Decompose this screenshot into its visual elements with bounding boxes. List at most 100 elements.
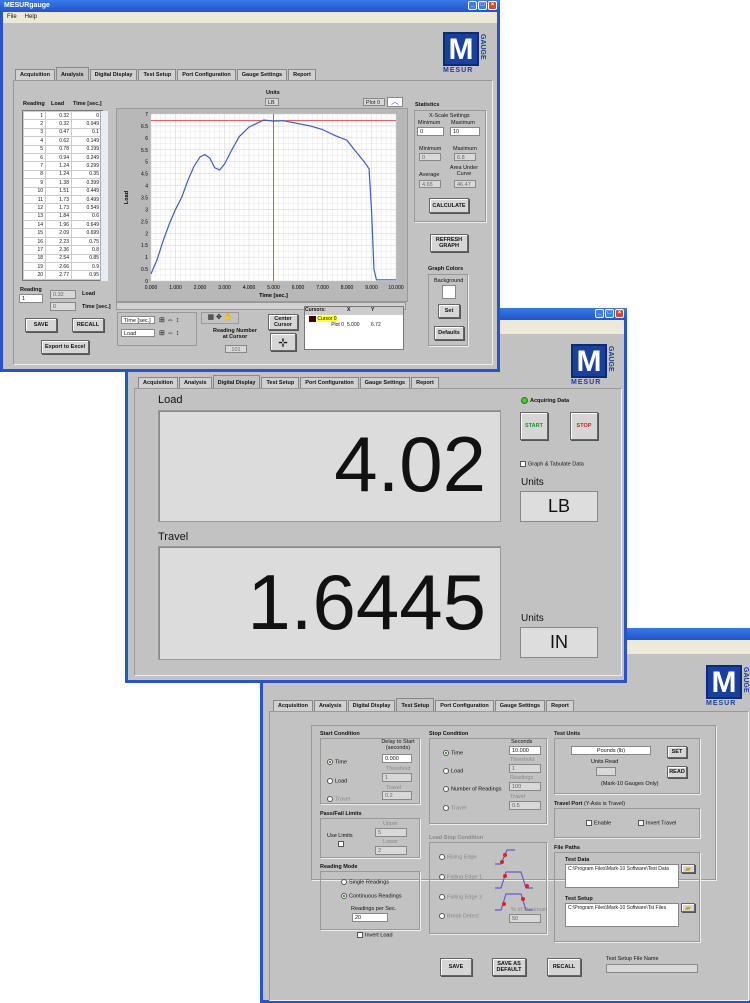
tab-digital-display[interactable]: Digital Display	[89, 69, 138, 80]
scale-format-icons[interactable]: ⊞ ⇔ ↕	[159, 317, 180, 324]
save-as-default-button[interactable]: SAVE AS DEFAULT	[492, 958, 526, 976]
loadstop-radio-falling2[interactable]: Falling Edge 2	[439, 894, 482, 900]
save-button[interactable]: SAVE	[25, 318, 57, 332]
tab-report[interactable]: Report	[546, 700, 574, 711]
tab-port-configuration[interactable]: Port Configuration	[435, 700, 494, 711]
table-row[interactable]: 17 2.36 0.8	[23, 245, 102, 255]
cursor-color-swatch[interactable]	[309, 316, 316, 322]
start-radio-travel[interactable]: Travel	[327, 796, 350, 802]
menu-help[interactable]: Help	[24, 14, 38, 20]
table-row[interactable]: 12 1.73 0.549	[23, 203, 102, 213]
tab-analysis[interactable]: Analysis	[178, 377, 212, 388]
tab-report[interactable]: Report	[411, 377, 439, 388]
plot-legend[interactable]: Plot 0	[363, 98, 385, 106]
tab-test-setup[interactable]: Test Setup	[261, 377, 300, 388]
table-row[interactable]: 6 0.94 0.249	[23, 152, 102, 163]
maximize-button[interactable]: □	[478, 1, 487, 10]
tab-test-setup[interactable]: Test Setup	[138, 69, 177, 80]
calculate-button[interactable]: CALCULATE	[429, 198, 469, 213]
upper-stepper[interactable]: 5	[375, 828, 407, 837]
save-setup-button[interactable]: SAVE	[440, 958, 472, 976]
delay-stepper[interactable]: 0.000	[382, 754, 412, 763]
readings-stepper[interactable]: 100	[509, 782, 541, 791]
stop-radio-load[interactable]: Load	[443, 768, 463, 774]
table-row[interactable]: 7 1.24 0.299	[23, 161, 102, 171]
invert-travel-checkbox[interactable]: Invert Travel	[638, 820, 676, 826]
start-radio-time[interactable]: Time	[327, 759, 347, 765]
table-row[interactable]: 4 0.62 0.149	[23, 136, 102, 146]
recall-button[interactable]: RECALL	[72, 318, 104, 332]
tab-test-setup[interactable]: Test Setup	[396, 698, 435, 711]
stop-radio-readings[interactable]: Number of Readings	[443, 786, 501, 792]
stop-radio-travel[interactable]: Travel	[443, 805, 466, 811]
graph-palette-tools[interactable]: ▦ ✥ ✋	[201, 312, 239, 324]
graph-scrollbar[interactable]	[116, 302, 406, 310]
test-setup-path[interactable]: C:\Program Files\Mark-10 Software\Tst Fi…	[565, 903, 679, 927]
folder-icon[interactable]: ▰	[681, 864, 695, 873]
graph-tabulate-checkbox[interactable]: Graph & Tabulate Data	[520, 461, 584, 467]
table-row[interactable]: 18 2.54 0.85	[23, 253, 102, 264]
tab-digital-display[interactable]: Digital Display	[212, 375, 261, 388]
recall-setup-button[interactable]: RECALL	[547, 958, 581, 976]
start-travel-stepper[interactable]: 0.2	[382, 791, 412, 800]
tab-acquisition[interactable]: Acquisition	[15, 69, 55, 80]
start-button[interactable]: START	[520, 412, 548, 440]
use-limits-checkbox[interactable]	[338, 841, 344, 847]
tab-gauge-settings[interactable]: Gauge Settings	[359, 377, 411, 388]
loadstop-radio-rising[interactable]: Rising Edge	[439, 854, 477, 860]
tab-gauge-settings[interactable]: Gauge Settings	[236, 69, 288, 80]
xmin-stepper[interactable]: 0	[417, 127, 444, 136]
seconds-stepper[interactable]: 10.000	[509, 746, 541, 755]
table-row[interactable]: 5 0.78 0.199	[23, 144, 102, 154]
tab-digital-display[interactable]: Digital Display	[347, 700, 396, 711]
tab-acquisition[interactable]: Acquisition	[138, 377, 178, 388]
units-read-button[interactable]: READ	[667, 766, 687, 778]
xmax-stepper[interactable]: 10	[450, 127, 480, 136]
scale-format-icons[interactable]: ⊞ ⇔ ↕	[159, 330, 180, 337]
stop-travel-stepper[interactable]: 0.5	[509, 801, 541, 810]
table-row[interactable]: 10 1.51 0.449	[23, 186, 102, 196]
table-scrollbar[interactable]	[100, 111, 108, 281]
tab-port-configuration[interactable]: Port Configuration	[177, 69, 236, 80]
stop-threshold-stepper[interactable]: 1	[509, 764, 541, 773]
minimize-button[interactable]: _	[595, 309, 604, 318]
close-button[interactable]: ×	[615, 309, 624, 318]
table-row[interactable]: 13 1.84 0.6	[23, 211, 102, 222]
mode-radio-continuous[interactable]: Continuous Readings	[341, 893, 402, 899]
tab-gauge-settings[interactable]: Gauge Settings	[494, 700, 546, 711]
loadstop-radio-break[interactable]: Break Detect	[439, 913, 479, 919]
tab-analysis[interactable]: Analysis	[313, 700, 347, 711]
table-row[interactable]: 8 1.24 0.35	[23, 169, 102, 180]
table-row[interactable]: 1 0.32 0	[23, 110, 102, 121]
table-row[interactable]: 19 2.66 0.9	[23, 262, 102, 272]
loadstop-radio-falling1[interactable]: Falling Edge 1	[439, 874, 482, 880]
test-data-path[interactable]: C:\Program Files\Mark-10 Software\Test D…	[565, 864, 679, 888]
table-row[interactable]: 2 0.32 0.049	[23, 119, 102, 129]
plot-line-style-icon[interactable]: ︿	[387, 97, 403, 107]
load-time-chart[interactable]: 0.000 1.000 2.000 3.000 4.000 5.000 6.000 7.000…	[116, 108, 408, 302]
table-row[interactable]: 9 1.38 0.399	[23, 178, 102, 188]
close-button[interactable]: ×	[488, 1, 497, 10]
tab-report[interactable]: Report	[288, 69, 316, 80]
reading-stepper[interactable]: 1	[19, 294, 43, 303]
table-row[interactable]: 3 0.47 0.1	[23, 127, 102, 138]
table-row[interactable]: 15 2.09 0.699	[23, 228, 102, 238]
table-row[interactable]: 14 1.96 0.649	[23, 220, 102, 230]
cursor-name[interactable]: Cursor 0	[317, 316, 337, 323]
minimize-button[interactable]: _	[468, 1, 477, 10]
table-row[interactable]: 20 2.77 0.95	[23, 270, 102, 280]
tab-acquisition[interactable]: Acquisition	[273, 700, 313, 711]
cursor-move-icon[interactable]: ⊹	[270, 333, 296, 351]
travel-enable-checkbox[interactable]: Enable	[586, 820, 611, 826]
tab-port-configuration[interactable]: Port Configuration	[300, 377, 359, 388]
tab-analysis[interactable]: Analysis	[55, 67, 89, 80]
invert-load-checkbox[interactable]: Invert Load	[357, 932, 393, 938]
pct-stepper[interactable]: 50	[509, 914, 541, 923]
stop-button[interactable]: STOP	[570, 412, 598, 440]
lower-stepper[interactable]: 2	[375, 846, 407, 855]
start-radio-load[interactable]: Load	[327, 778, 347, 784]
table-row[interactable]: 16 2.23 0.75	[23, 236, 102, 247]
table-row[interactable]: 11 1.73 0.499	[23, 194, 102, 205]
folder-icon[interactable]: ▰	[681, 903, 695, 912]
mode-radio-single[interactable]: Single Readings	[341, 879, 389, 885]
